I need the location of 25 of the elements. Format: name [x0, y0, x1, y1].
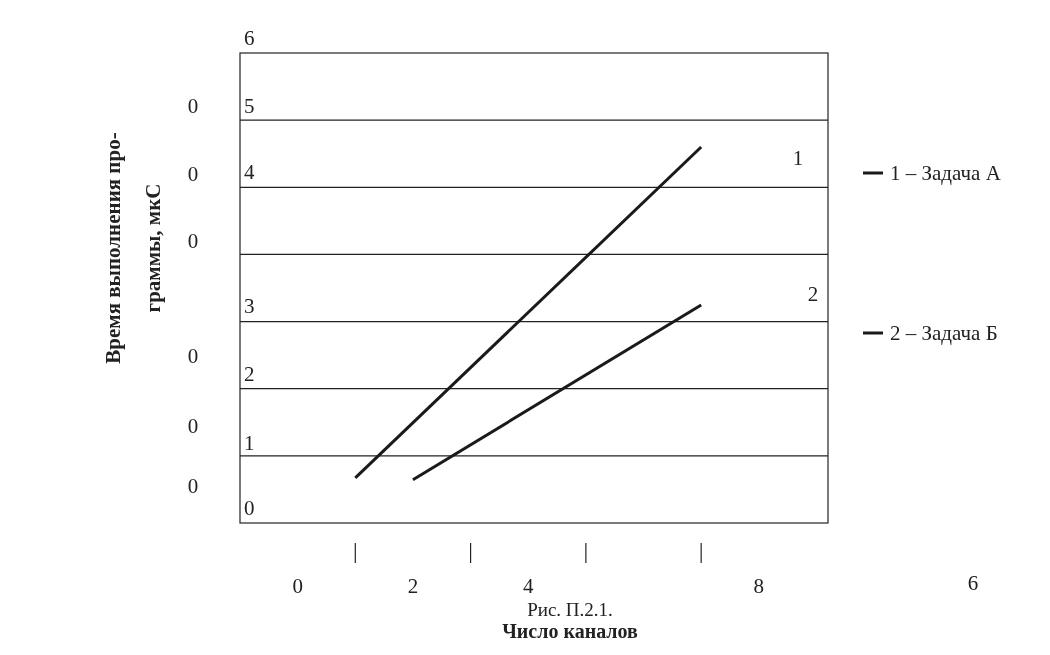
- legend-label: 2 – Задача Б: [890, 321, 998, 345]
- annotation: 4: [244, 159, 255, 184]
- x-tick-label: 8: [753, 574, 765, 598]
- x-tick-label: 2: [407, 574, 419, 598]
- text: 0: [187, 473, 199, 498]
- annotation: 2: [244, 361, 255, 386]
- annotation: 3: [244, 293, 255, 318]
- annotation: 1: [792, 145, 804, 170]
- legend-label: 1 – Задача А: [890, 161, 1002, 185]
- text: 6: [244, 25, 255, 50]
- text: 0: [187, 413, 199, 438]
- x-axis-title: Число каналов: [502, 620, 639, 642]
- text: 0: [187, 343, 199, 368]
- x-tick-label: 0: [292, 574, 303, 598]
- text: Рис. П.2.1.: [527, 599, 613, 621]
- annotation: 1: [244, 430, 255, 455]
- text: 0: [187, 161, 199, 186]
- x-tick-label: 4: [522, 574, 534, 598]
- text: 6: [967, 570, 979, 595]
- y-axis-title: Время выполнения про- граммы, мкС: [101, 132, 165, 364]
- text: 5: [244, 93, 255, 118]
- text: 0: [187, 93, 199, 118]
- text: 0: [187, 228, 199, 253]
- annotation: 0: [244, 495, 255, 520]
- annotation: 2: [807, 281, 819, 306]
